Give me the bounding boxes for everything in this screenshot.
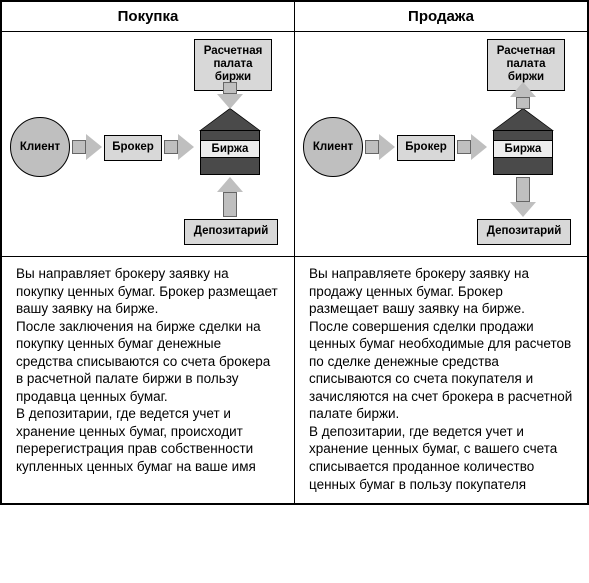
diagram-row: Клиент Брокер Биржа Расчетная (2, 32, 587, 257)
col-header-buy: Покупка (2, 2, 295, 32)
client-label: Клиент (20, 141, 60, 153)
clearing-label: Расчетная палата биржи (497, 45, 556, 85)
client-node: Клиент (303, 117, 363, 177)
text-row: Вы направляет брокеру заявку на покупку … (2, 257, 587, 503)
comparison-table: Покупка Продажа Клиент Брокер (0, 0, 589, 505)
broker-label: Брокер (405, 141, 447, 154)
depository-node: Депозитарий (477, 219, 571, 245)
exchange-label: Биржа (200, 140, 260, 158)
broker-node: Брокер (397, 135, 455, 161)
clearing-label: Расчетная палата биржи (204, 45, 263, 85)
header-row: Покупка Продажа (2, 2, 587, 32)
depository-node: Депозитарий (184, 219, 278, 245)
exchange-label: Биржа (493, 140, 553, 158)
client-node: Клиент (10, 117, 70, 177)
house-roof (493, 109, 553, 131)
client-label: Клиент (313, 141, 353, 153)
text-sell: Вы направляете брокеру заявку на продажу… (295, 257, 587, 503)
depository-label: Депозитарий (194, 225, 269, 238)
depository-label: Депозитарий (487, 225, 562, 238)
diagram-sell: Клиент Брокер Биржа Расчетная палата бир… (295, 32, 587, 257)
house-roof (200, 109, 260, 131)
broker-label: Брокер (112, 141, 154, 154)
diagram-buy: Клиент Брокер Биржа Расчетная (2, 32, 295, 257)
col-header-sell: Продажа (295, 2, 587, 32)
broker-node: Брокер (104, 135, 162, 161)
text-buy: Вы направляет брокеру заявку на покупку … (2, 257, 295, 503)
